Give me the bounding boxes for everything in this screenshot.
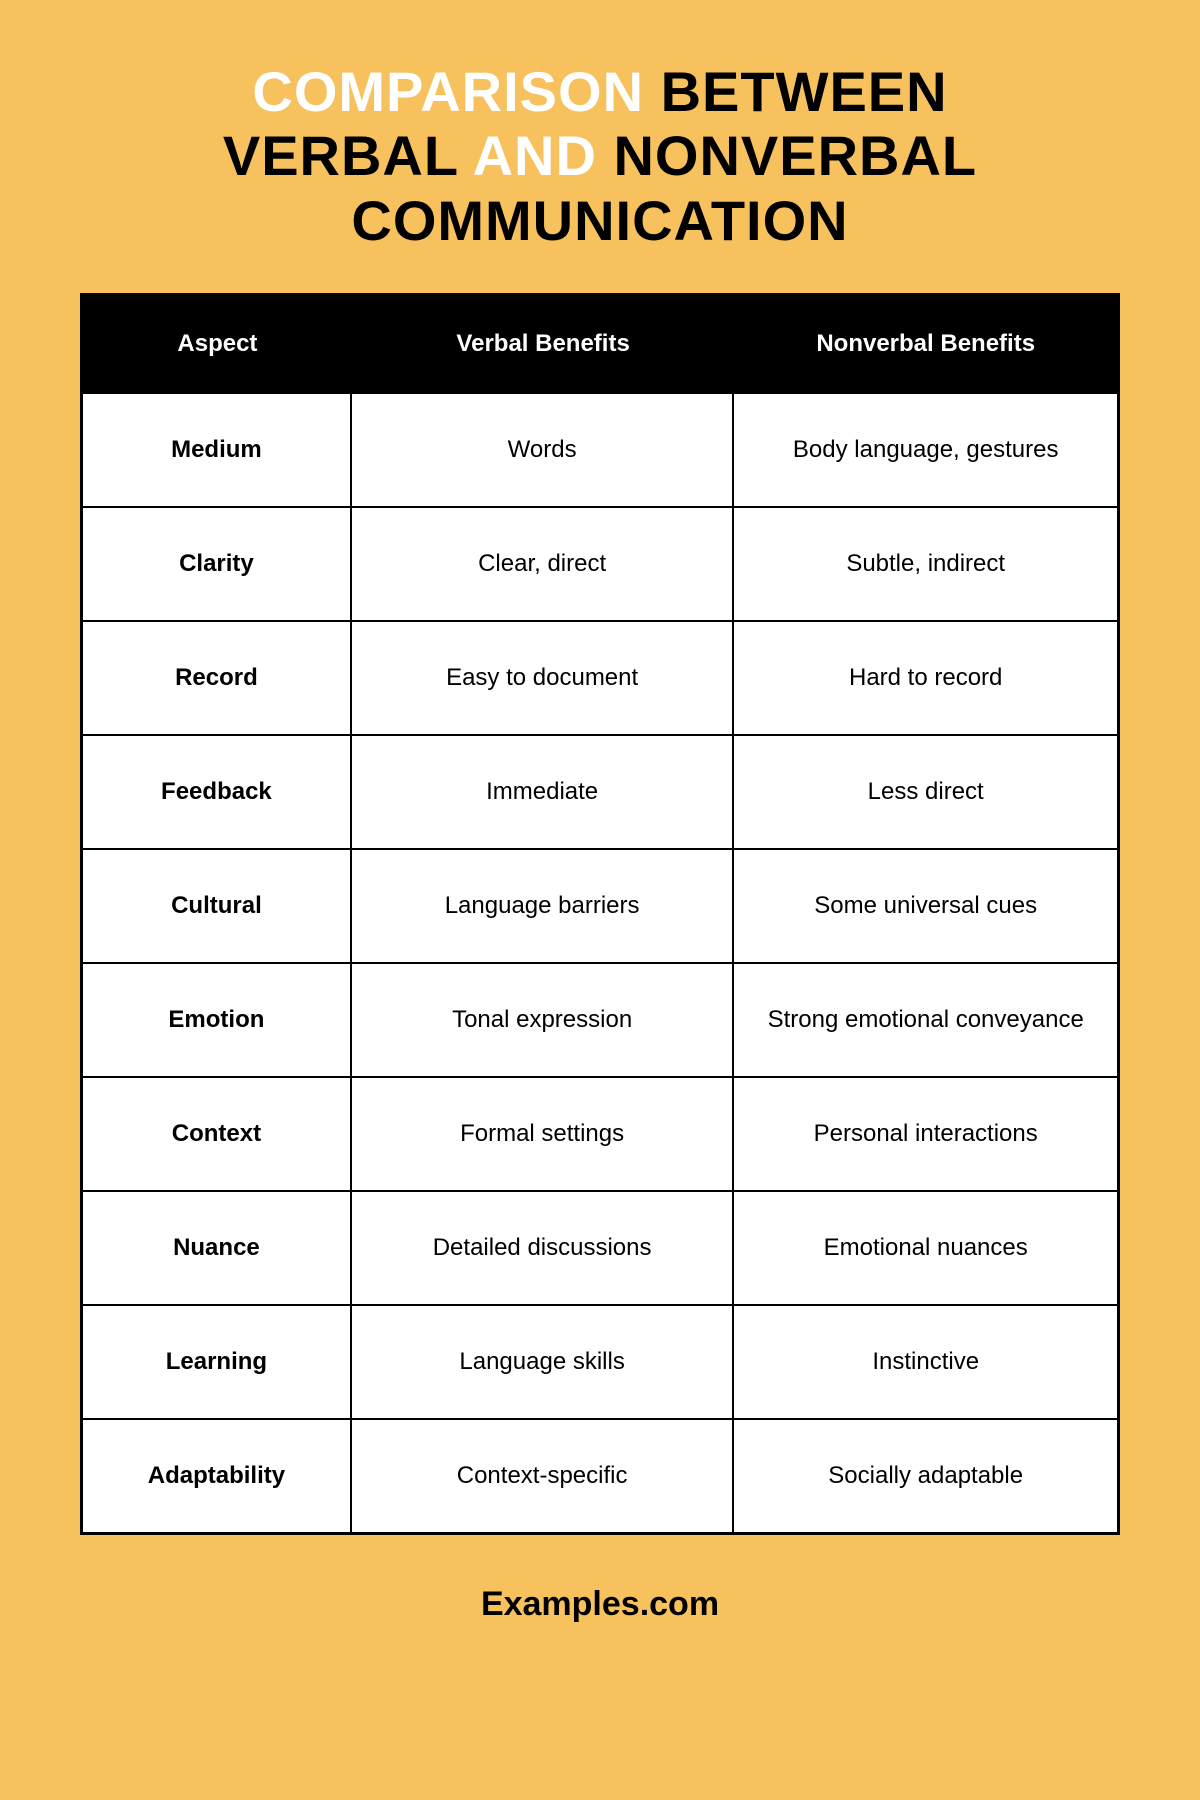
- table-row: Feedback Immediate Less direct: [83, 734, 1117, 848]
- table-row: Clarity Clear, direct Subtle, indirect: [83, 506, 1117, 620]
- verbal-cell: Detailed discussions: [352, 1192, 735, 1304]
- comparison-table: Aspect Verbal Benefits Nonverbal Benefit…: [80, 293, 1120, 1535]
- verbal-cell: Context-specific: [352, 1420, 735, 1532]
- title-word-4: AND: [473, 124, 597, 187]
- aspect-cell: Adaptability: [83, 1420, 352, 1532]
- table-row: Nuance Detailed discussions Emotional nu…: [83, 1190, 1117, 1304]
- aspect-cell: Medium: [83, 394, 352, 506]
- nonverbal-cell: Hard to record: [734, 622, 1117, 734]
- nonverbal-cell: Subtle, indirect: [734, 508, 1117, 620]
- footer-attribution: Examples.com: [481, 1585, 719, 1624]
- verbal-cell: Language skills: [352, 1306, 735, 1418]
- nonverbal-cell: Less direct: [734, 736, 1117, 848]
- title-word-3: VERBAL: [223, 124, 458, 187]
- table-header-nonverbal: Nonverbal Benefits: [734, 296, 1117, 392]
- verbal-cell: Easy to document: [352, 622, 735, 734]
- nonverbal-cell: Strong emotional conveyance: [734, 964, 1117, 1076]
- table-header-aspect: Aspect: [83, 296, 352, 392]
- aspect-cell: Clarity: [83, 508, 352, 620]
- table-header-row: Aspect Verbal Benefits Nonverbal Benefit…: [83, 296, 1117, 392]
- verbal-cell: Formal settings: [352, 1078, 735, 1190]
- table-row: Adaptability Context-specific Socially a…: [83, 1418, 1117, 1532]
- aspect-cell: Feedback: [83, 736, 352, 848]
- nonverbal-cell: Some universal cues: [734, 850, 1117, 962]
- aspect-cell: Context: [83, 1078, 352, 1190]
- page-title: COMPARISON BETWEEN VERBAL AND NONVERBAL …: [223, 60, 977, 253]
- table-body: Medium Words Body language, gestures Cla…: [83, 392, 1117, 1532]
- nonverbal-cell: Instinctive: [734, 1306, 1117, 1418]
- title-word-2: BETWEEN: [661, 60, 948, 123]
- table-row: Cultural Language barriers Some universa…: [83, 848, 1117, 962]
- verbal-cell: Tonal expression: [352, 964, 735, 1076]
- nonverbal-cell: Emotional nuances: [734, 1192, 1117, 1304]
- verbal-cell: Immediate: [352, 736, 735, 848]
- verbal-cell: Language barriers: [352, 850, 735, 962]
- nonverbal-cell: Socially adaptable: [734, 1420, 1117, 1532]
- table-row: Learning Language skills Instinctive: [83, 1304, 1117, 1418]
- table-row: Medium Words Body language, gestures: [83, 392, 1117, 506]
- aspect-cell: Record: [83, 622, 352, 734]
- table-row: Context Formal settings Personal interac…: [83, 1076, 1117, 1190]
- table-row: Emotion Tonal expression Strong emotiona…: [83, 962, 1117, 1076]
- aspect-cell: Learning: [83, 1306, 352, 1418]
- table-row: Record Easy to document Hard to record: [83, 620, 1117, 734]
- title-word-6: COMMUNICATION: [351, 189, 848, 252]
- aspect-cell: Cultural: [83, 850, 352, 962]
- nonverbal-cell: Body language, gestures: [734, 394, 1117, 506]
- verbal-cell: Clear, direct: [352, 508, 735, 620]
- aspect-cell: Nuance: [83, 1192, 352, 1304]
- title-word-1: COMPARISON: [252, 60, 644, 123]
- aspect-cell: Emotion: [83, 964, 352, 1076]
- title-word-5: NONVERBAL: [613, 124, 977, 187]
- verbal-cell: Words: [352, 394, 735, 506]
- table-header-verbal: Verbal Benefits: [352, 296, 735, 392]
- nonverbal-cell: Personal interactions: [734, 1078, 1117, 1190]
